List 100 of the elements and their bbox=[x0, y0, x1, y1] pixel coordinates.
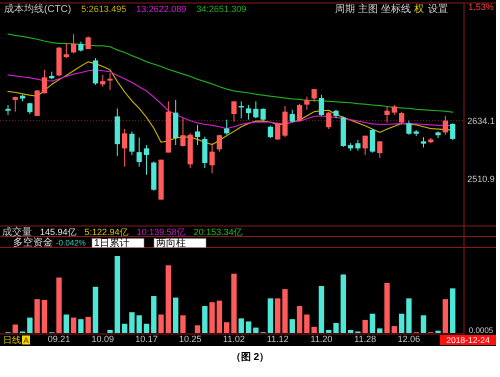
candlestick bbox=[370, 128, 376, 154]
text: （图 2） bbox=[230, 352, 270, 363]
candlestick bbox=[42, 69, 48, 94]
candlestick bbox=[246, 104, 252, 120]
bar bbox=[333, 322, 339, 333]
candlestick bbox=[136, 137, 142, 168]
x-tick-label: 11.12 bbox=[266, 334, 289, 344]
candlestick bbox=[392, 104, 397, 116]
x-tick-label: 09.21 bbox=[48, 334, 70, 344]
y-tick-label: 2634.1 bbox=[467, 116, 495, 126]
text: 两向柱 bbox=[156, 237, 186, 249]
chart-title: 多空资金 bbox=[13, 236, 53, 248]
text: 5:122.94亿 bbox=[84, 227, 129, 237]
candlestick bbox=[64, 42, 69, 59]
bar bbox=[318, 286, 324, 333]
bar bbox=[282, 289, 288, 333]
candlestick bbox=[100, 74, 106, 88]
candlestick bbox=[377, 140, 382, 158]
bar bbox=[151, 296, 156, 333]
x-tick-label: 10.09 bbox=[91, 334, 114, 344]
bar bbox=[326, 330, 332, 333]
bar bbox=[392, 326, 398, 333]
candlestick bbox=[442, 115, 448, 136]
bar bbox=[231, 274, 237, 333]
chart-title: 成本均线(CTC) bbox=[4, 3, 72, 15]
candlestick bbox=[122, 128, 128, 168]
x-tick-label: 10.25 bbox=[178, 334, 202, 344]
bar bbox=[194, 325, 200, 333]
candlestick bbox=[129, 130, 135, 156]
candlestick bbox=[290, 109, 295, 123]
candlestick bbox=[318, 94, 324, 116]
text: 2018-12-24 bbox=[446, 335, 490, 345]
candlestick bbox=[450, 122, 456, 140]
candlestick bbox=[312, 88, 317, 102]
candlestick bbox=[12, 96, 18, 112]
x-tick-label: 10.17 bbox=[135, 334, 158, 344]
candlestick bbox=[86, 36, 91, 50]
candlestick bbox=[355, 139, 361, 152]
candlestick bbox=[224, 119, 230, 136]
bar bbox=[107, 330, 113, 333]
candlestick bbox=[144, 144, 150, 176]
bar bbox=[340, 274, 346, 333]
text: 5:2613.495 bbox=[81, 4, 126, 14]
annotation: 权 bbox=[413, 3, 424, 15]
x-tick-label: 11.02 bbox=[223, 334, 245, 344]
candlestick bbox=[362, 135, 368, 156]
bar bbox=[253, 328, 259, 333]
bar bbox=[70, 318, 76, 333]
bar bbox=[144, 324, 150, 333]
x-tick-label: 12.06 bbox=[398, 334, 420, 344]
candlestick bbox=[78, 41, 84, 52]
y-tick-label: 2510.9 bbox=[467, 174, 495, 184]
bar bbox=[92, 286, 98, 333]
bar bbox=[78, 319, 84, 333]
text: 日线 bbox=[3, 335, 21, 345]
candlestick bbox=[282, 106, 288, 138]
x-tick-label: 11.20 bbox=[310, 334, 332, 344]
bar bbox=[377, 328, 382, 333]
candlestick bbox=[238, 100, 244, 119]
annotation: 周期 bbox=[335, 3, 355, 15]
candlestick bbox=[202, 136, 208, 169]
text: A bbox=[23, 336, 30, 345]
bar bbox=[246, 321, 252, 333]
bar bbox=[442, 299, 448, 333]
bar bbox=[85, 316, 91, 333]
candlestick bbox=[399, 111, 404, 126]
candlestick bbox=[260, 108, 266, 122]
candlestick bbox=[304, 96, 310, 110]
bar bbox=[384, 282, 390, 333]
candlestick bbox=[275, 122, 280, 140]
bar bbox=[420, 315, 426, 333]
text: 1.53% bbox=[468, 2, 494, 12]
annotation: 坐标线 bbox=[381, 3, 411, 15]
text: 成交量 bbox=[2, 226, 32, 238]
bar bbox=[290, 319, 295, 333]
bar bbox=[64, 314, 70, 333]
bar bbox=[224, 322, 230, 333]
candlestick bbox=[107, 72, 113, 91]
candlestick bbox=[231, 100, 237, 122]
candlestick bbox=[268, 125, 274, 139]
bar bbox=[450, 288, 456, 333]
bar bbox=[311, 326, 317, 333]
bar bbox=[362, 320, 368, 333]
text: 13:2622.089 bbox=[136, 4, 186, 14]
bar bbox=[180, 315, 186, 333]
annotation: 设置 bbox=[428, 3, 448, 15]
text: 1日累计 bbox=[94, 237, 130, 249]
candlestick bbox=[296, 103, 302, 122]
bar bbox=[202, 306, 208, 333]
candlestick bbox=[326, 111, 332, 130]
bar bbox=[12, 324, 18, 333]
text: 34:2651.309 bbox=[196, 4, 246, 14]
text: 20:153.34亿 bbox=[194, 227, 243, 237]
bar bbox=[114, 256, 120, 333]
bar bbox=[275, 298, 280, 333]
x-tick-label: 11.28 bbox=[354, 334, 376, 344]
candlestick bbox=[216, 134, 222, 152]
candlestick bbox=[384, 106, 390, 123]
candlestick bbox=[70, 34, 76, 54]
annotation: 主图 bbox=[358, 3, 378, 15]
